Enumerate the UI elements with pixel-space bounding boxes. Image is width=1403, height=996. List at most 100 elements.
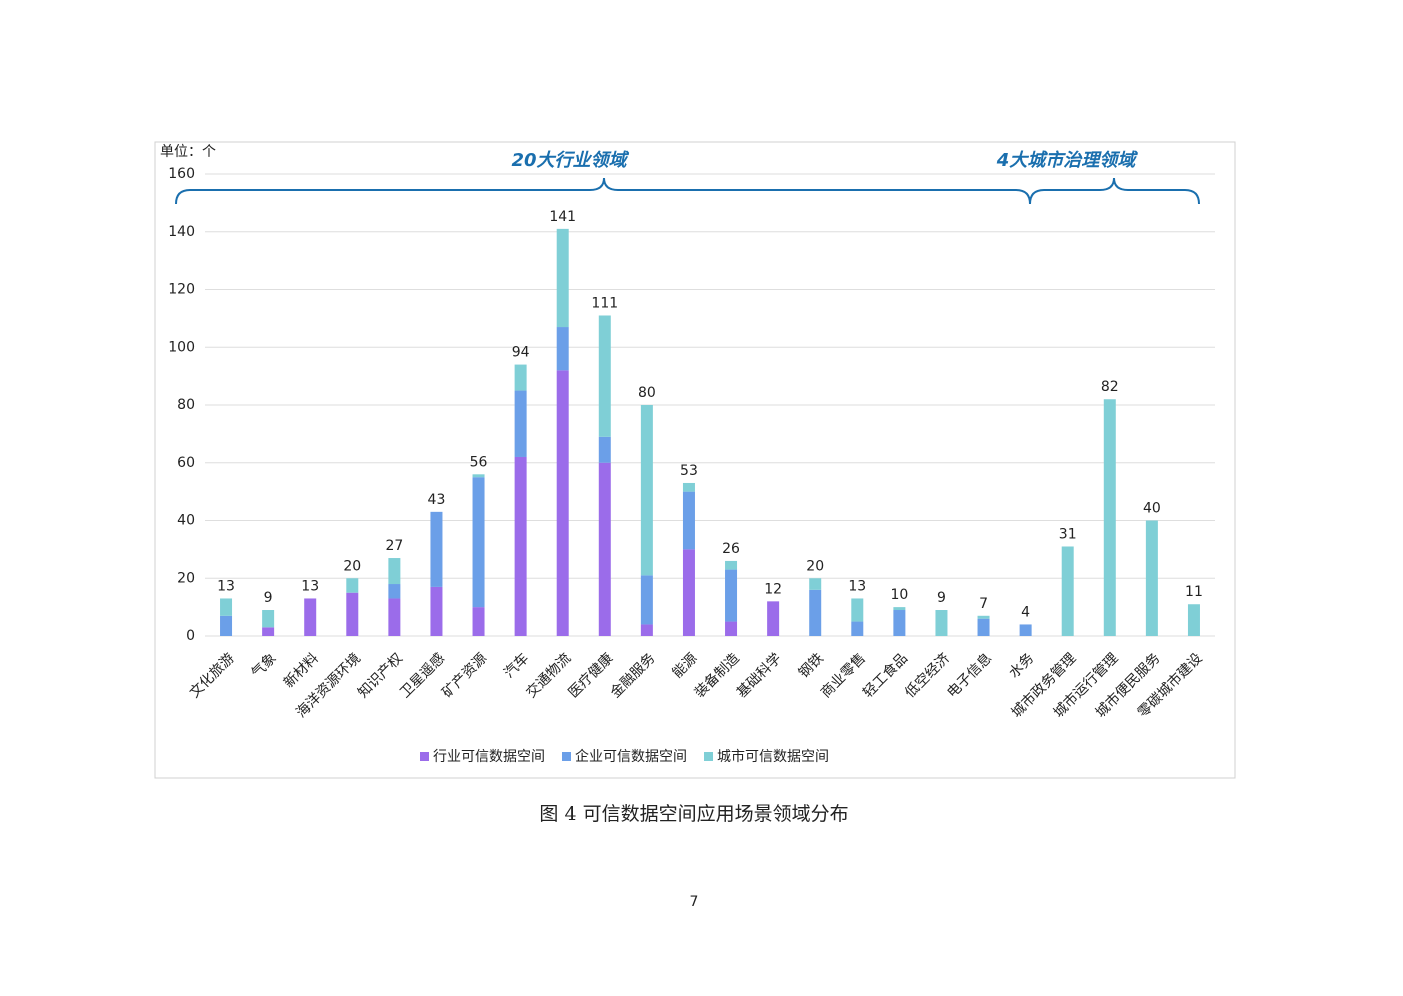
legend-swatch — [704, 752, 713, 761]
data-label: 53 — [680, 463, 698, 479]
bar-segment — [767, 601, 780, 636]
annotation: 4大城市治理领域 — [996, 150, 1139, 171]
bar-segment — [682, 549, 695, 636]
x-tick-label: 水务 — [1006, 650, 1037, 681]
bar-segment — [388, 598, 401, 636]
bar-segment — [725, 569, 738, 622]
data-label: 94 — [512, 345, 530, 361]
y-tick-label: 40 — [177, 513, 195, 529]
data-label: 111 — [591, 295, 618, 311]
data-label: 26 — [722, 541, 740, 557]
bar-segment — [346, 592, 359, 636]
y-tick-label: 160 — [168, 166, 195, 182]
bar-segment — [262, 627, 275, 636]
bar-segment — [1187, 604, 1200, 636]
data-label: 82 — [1101, 379, 1119, 395]
y-tick-label: 80 — [177, 397, 195, 413]
data-label: 13 — [301, 578, 319, 594]
legend-swatch — [562, 752, 571, 761]
bar-segment — [556, 370, 569, 636]
data-label: 13 — [848, 578, 866, 594]
x-tick-label: 医疗健康 — [565, 650, 617, 702]
y-tick-label: 100 — [168, 339, 195, 355]
bar-segment — [514, 456, 527, 636]
caption: 图 4 可信数据空间应用场景领域分布 — [539, 803, 848, 825]
bar-segment — [809, 589, 822, 636]
data-label: 10 — [890, 587, 908, 603]
legend-label: 行业可信数据空间 — [433, 749, 545, 765]
annotation: 20大行业领域 — [511, 150, 629, 171]
data-label: 56 — [470, 454, 488, 470]
x-tick-label: 汽车 — [500, 650, 532, 682]
bar-segment — [472, 607, 485, 636]
bar-segment — [725, 621, 738, 636]
bar-segment — [514, 364, 527, 391]
bar-segment — [851, 621, 864, 636]
data-label: 7 — [979, 596, 988, 612]
bar-segment — [1061, 546, 1074, 636]
bar-segment — [809, 578, 822, 590]
data-label: 43 — [428, 492, 446, 508]
bar-segment — [893, 607, 906, 611]
x-tick-label: 电子信息 — [944, 650, 996, 702]
x-tick-label: 文化旅游 — [187, 650, 238, 701]
bar-segment — [220, 615, 233, 636]
x-tick-label: 矿产资源 — [439, 650, 490, 701]
y-tick-label: 0 — [186, 628, 195, 644]
data-label: 80 — [638, 385, 656, 401]
bar-segment — [977, 615, 990, 619]
bar-segment — [640, 575, 653, 625]
y-tick-label: 60 — [177, 455, 195, 471]
bar-segment — [851, 598, 864, 622]
y-tick-label: 20 — [177, 570, 195, 586]
data-label: 20 — [343, 558, 361, 574]
bar-segment — [556, 327, 569, 371]
data-label: 13 — [217, 578, 235, 594]
data-label: 9 — [937, 590, 946, 606]
bar-segment — [893, 610, 906, 636]
bar-segment — [598, 462, 611, 636]
x-tick-label: 交通物流 — [523, 650, 575, 702]
data-label: 20 — [806, 558, 824, 574]
legend-swatch — [420, 752, 429, 761]
x-tick-label: 新材料 — [281, 650, 322, 691]
bar-segment — [514, 390, 527, 457]
bar-segment — [430, 586, 443, 636]
legend-label: 城市可信数据空间 — [717, 748, 829, 765]
bar-segment — [640, 624, 653, 636]
chart-frame — [154, 141, 1236, 779]
bar-segment — [977, 618, 990, 636]
bar-segment — [472, 474, 485, 478]
bar-segment — [472, 477, 485, 608]
data-label: 4 — [1021, 604, 1030, 620]
bar-segment — [682, 482, 695, 492]
bar-segment — [640, 405, 653, 576]
bar-segment — [598, 436, 611, 463]
bar-segment — [388, 584, 401, 599]
x-tick-label: 金融服务 — [608, 650, 659, 701]
x-tick-label: 轻工食品 — [859, 650, 911, 702]
bar-segment — [388, 558, 401, 585]
x-tick-label: 卫星遥感 — [396, 650, 448, 702]
data-label: 31 — [1059, 526, 1077, 542]
bar-segment — [220, 598, 233, 616]
x-tick-label: 低空经济 — [902, 650, 953, 701]
x-tick-label: 气象 — [249, 650, 280, 681]
x-tick-label: 钢铁 — [796, 650, 827, 681]
bar-segment — [725, 560, 738, 570]
data-label: 141 — [549, 209, 576, 225]
bar-segment — [1145, 520, 1158, 636]
y-tick-label: 120 — [168, 282, 195, 298]
x-tick-label: 知识产权 — [354, 650, 406, 702]
brace — [175, 177, 1031, 205]
x-tick-label: 基础科学 — [733, 650, 785, 702]
bar-segment — [556, 228, 569, 328]
data-label: 12 — [764, 581, 782, 597]
data-label: 27 — [385, 538, 403, 554]
bar-segment — [935, 610, 948, 636]
legend-label: 企业可信数据空间 — [575, 748, 687, 765]
x-tick-label: 能源 — [670, 650, 701, 681]
y-tick-label: 140 — [168, 224, 195, 240]
x-tick-label: 商业零售 — [818, 650, 869, 701]
